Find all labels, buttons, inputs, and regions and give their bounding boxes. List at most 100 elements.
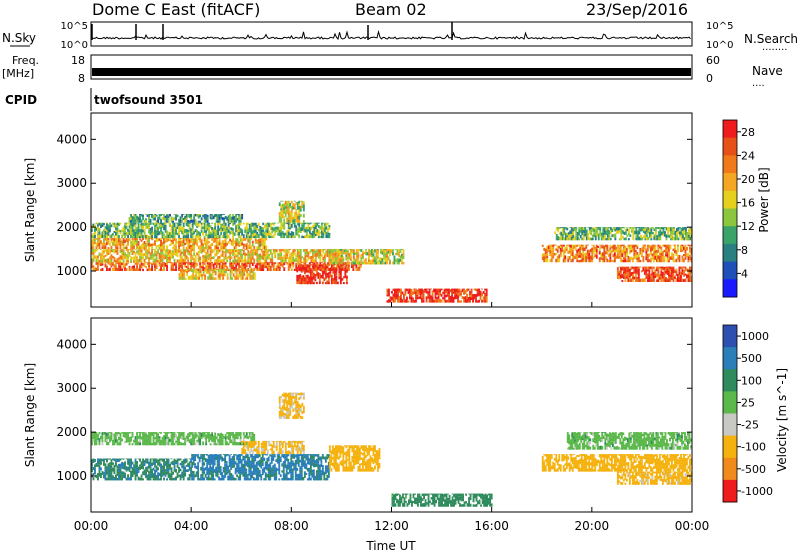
- heatmap-cell: [661, 251, 664, 254]
- heatmap-cell: [307, 257, 310, 261]
- heatmap-cell: [97, 222, 99, 225]
- heatmap-cell: [603, 234, 606, 238]
- heatmap-cell: [202, 434, 205, 438]
- heatmap-cell: [646, 247, 649, 252]
- heatmap-cell: [307, 229, 310, 232]
- heatmap-cell: [296, 269, 299, 273]
- heatmap-cell: [238, 214, 241, 217]
- heatmap-cell: [229, 252, 232, 255]
- heatmap-cell: [263, 245, 266, 250]
- heatmap-cell: [415, 288, 417, 292]
- heatmap-cell: [642, 259, 645, 263]
- heatmap-cell: [550, 244, 553, 247]
- heatmap-cell: [250, 249, 253, 253]
- heatmap-cell: [175, 249, 177, 251]
- heatmap-cell: [232, 214, 235, 217]
- heatmap-cell: [217, 277, 220, 280]
- heatmap-cell: [272, 234, 275, 239]
- heatmap-cell: [394, 300, 396, 303]
- heatmap-cell: [224, 249, 227, 251]
- heatmap-cell: [650, 238, 653, 241]
- heatmap-cell: [163, 439, 165, 442]
- heatmap-cell: [149, 439, 152, 442]
- heatmap-cell: [553, 244, 556, 246]
- heatmap-cell: [190, 249, 193, 251]
- heatmap-cell: [104, 463, 107, 467]
- heatmap-cell: [449, 289, 452, 293]
- heatmap-cell: [139, 217, 141, 221]
- heatmap-cell: [437, 298, 440, 303]
- heatmap-cell: [182, 249, 185, 250]
- heatmap-cell: [128, 265, 131, 268]
- heatmap-cell: [584, 227, 587, 231]
- heatmap-cell: [310, 222, 313, 224]
- heatmap-cell: [154, 473, 156, 477]
- heatmap-cell: [684, 253, 687, 257]
- heatmap-cell: [303, 279, 306, 282]
- heatmap-cell: [106, 439, 108, 442]
- heatmap-cell: [322, 249, 325, 251]
- heatmap-cell: [332, 270, 335, 274]
- heatmap-cell: [628, 268, 631, 272]
- heatmap-cell: [139, 255, 141, 259]
- heatmap-cell: [287, 217, 290, 220]
- heatmap-cell: [181, 442, 184, 446]
- heatmap-cell: [98, 243, 101, 246]
- colorbar-tick-label: 12: [741, 220, 755, 233]
- heatmap-cell: [195, 277, 198, 280]
- heatmap-cell: [158, 458, 161, 460]
- heatmap-cell: [400, 288, 402, 292]
- heatmap-cell: [227, 433, 230, 437]
- heatmap-cell: [673, 236, 675, 241]
- heatmap-cell: [203, 432, 206, 435]
- heatmap-cell: [412, 291, 414, 295]
- heatmap-cell: [683, 269, 685, 274]
- heatmap-cell: [142, 225, 144, 230]
- heatmap-cell: [223, 256, 226, 259]
- heatmap-cell: [666, 251, 669, 254]
- heatmap-cell: [208, 268, 211, 271]
- heatmap-cell: [648, 259, 651, 263]
- heatmap-cell: [170, 434, 173, 437]
- heatmap-cell: [655, 259, 658, 263]
- heatmap-cell: [140, 262, 143, 263]
- heatmap-cell: [657, 279, 660, 282]
- heatmap-cell: [401, 291, 404, 295]
- heatmap-cell: [119, 222, 122, 225]
- heatmap-cell: [164, 436, 167, 440]
- heatmap-cell: [577, 260, 580, 263]
- heatmap-cell: [184, 466, 187, 471]
- heatmap-cell: [154, 437, 156, 440]
- heatmap-cell: [173, 249, 176, 253]
- heatmap-cell: [398, 254, 400, 257]
- heatmap-cell: [239, 216, 242, 220]
- heatmap-cell: [239, 230, 242, 234]
- heatmap-cell: [227, 222, 230, 224]
- heatmap-cell: [142, 229, 144, 233]
- heatmap-cell: [326, 254, 329, 258]
- heatmap-cell: [677, 254, 679, 257]
- heatmap-cell: [594, 249, 597, 253]
- heatmap-cell: [621, 274, 624, 278]
- heatmap-cell: [680, 245, 682, 249]
- heatmap-cell: [131, 250, 134, 253]
- heatmap-cell: [484, 296, 487, 300]
- heatmap-cell: [143, 460, 146, 463]
- heatmap-cell: [351, 249, 354, 251]
- heatmap-cell: [321, 273, 324, 277]
- heatmap-cell: [214, 435, 217, 438]
- heatmap-cell: [142, 268, 144, 272]
- heatmap-cell: [148, 236, 150, 239]
- heatmap-cell: [406, 288, 408, 292]
- heatmap-cell: [221, 235, 224, 239]
- heatmap-cell: [345, 282, 348, 285]
- heatmap-cell: [624, 237, 627, 241]
- heatmap-cell: [106, 238, 108, 242]
- heatmap-cell: [203, 238, 206, 239]
- heatmap-cell: [226, 233, 229, 236]
- heatmap-cell: [637, 276, 640, 279]
- heatmap-cell: [371, 262, 373, 265]
- heatmap-cell: [314, 274, 317, 277]
- heatmap-cell: [213, 268, 216, 271]
- heatmap-cell: [660, 268, 663, 271]
